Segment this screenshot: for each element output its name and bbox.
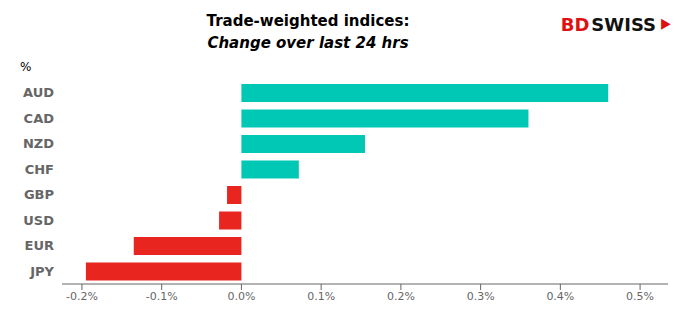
svg-text:NZD: NZD: [23, 136, 54, 151]
html-text:Change over last 24 hrs: Change over last 24 hrs: [207, 34, 409, 52]
html-text:Trade-weighted indices:: Trade-weighted indices:: [206, 12, 410, 30]
svg-text:CAD: CAD: [24, 111, 55, 126]
svg-text:EUR: EUR: [25, 238, 54, 253]
svg-text:-0.2%: -0.2%: [66, 290, 98, 303]
svg-text:JPY: JPY: [29, 264, 54, 279]
svg-text:0.5%: 0.5%: [626, 290, 654, 303]
svg-text:CHF: CHF: [25, 162, 54, 177]
svg-text:-0.1%: -0.1%: [146, 290, 178, 303]
svg-text:0.0%: 0.0%: [227, 290, 255, 303]
svg-text:GBP: GBP: [24, 187, 54, 202]
svg-text:AUD: AUD: [23, 85, 54, 100]
svg-text:0.4%: 0.4%: [546, 290, 574, 303]
html-text:BD SWISS ⯈: BD SWISS ⯈: [560, 14, 672, 35]
svg-text:0.3%: 0.3%: [467, 290, 495, 303]
svg-text:0.1%: 0.1%: [307, 290, 335, 303]
svg-text:0.2%: 0.2%: [387, 290, 415, 303]
svg-text:USD: USD: [23, 213, 54, 228]
